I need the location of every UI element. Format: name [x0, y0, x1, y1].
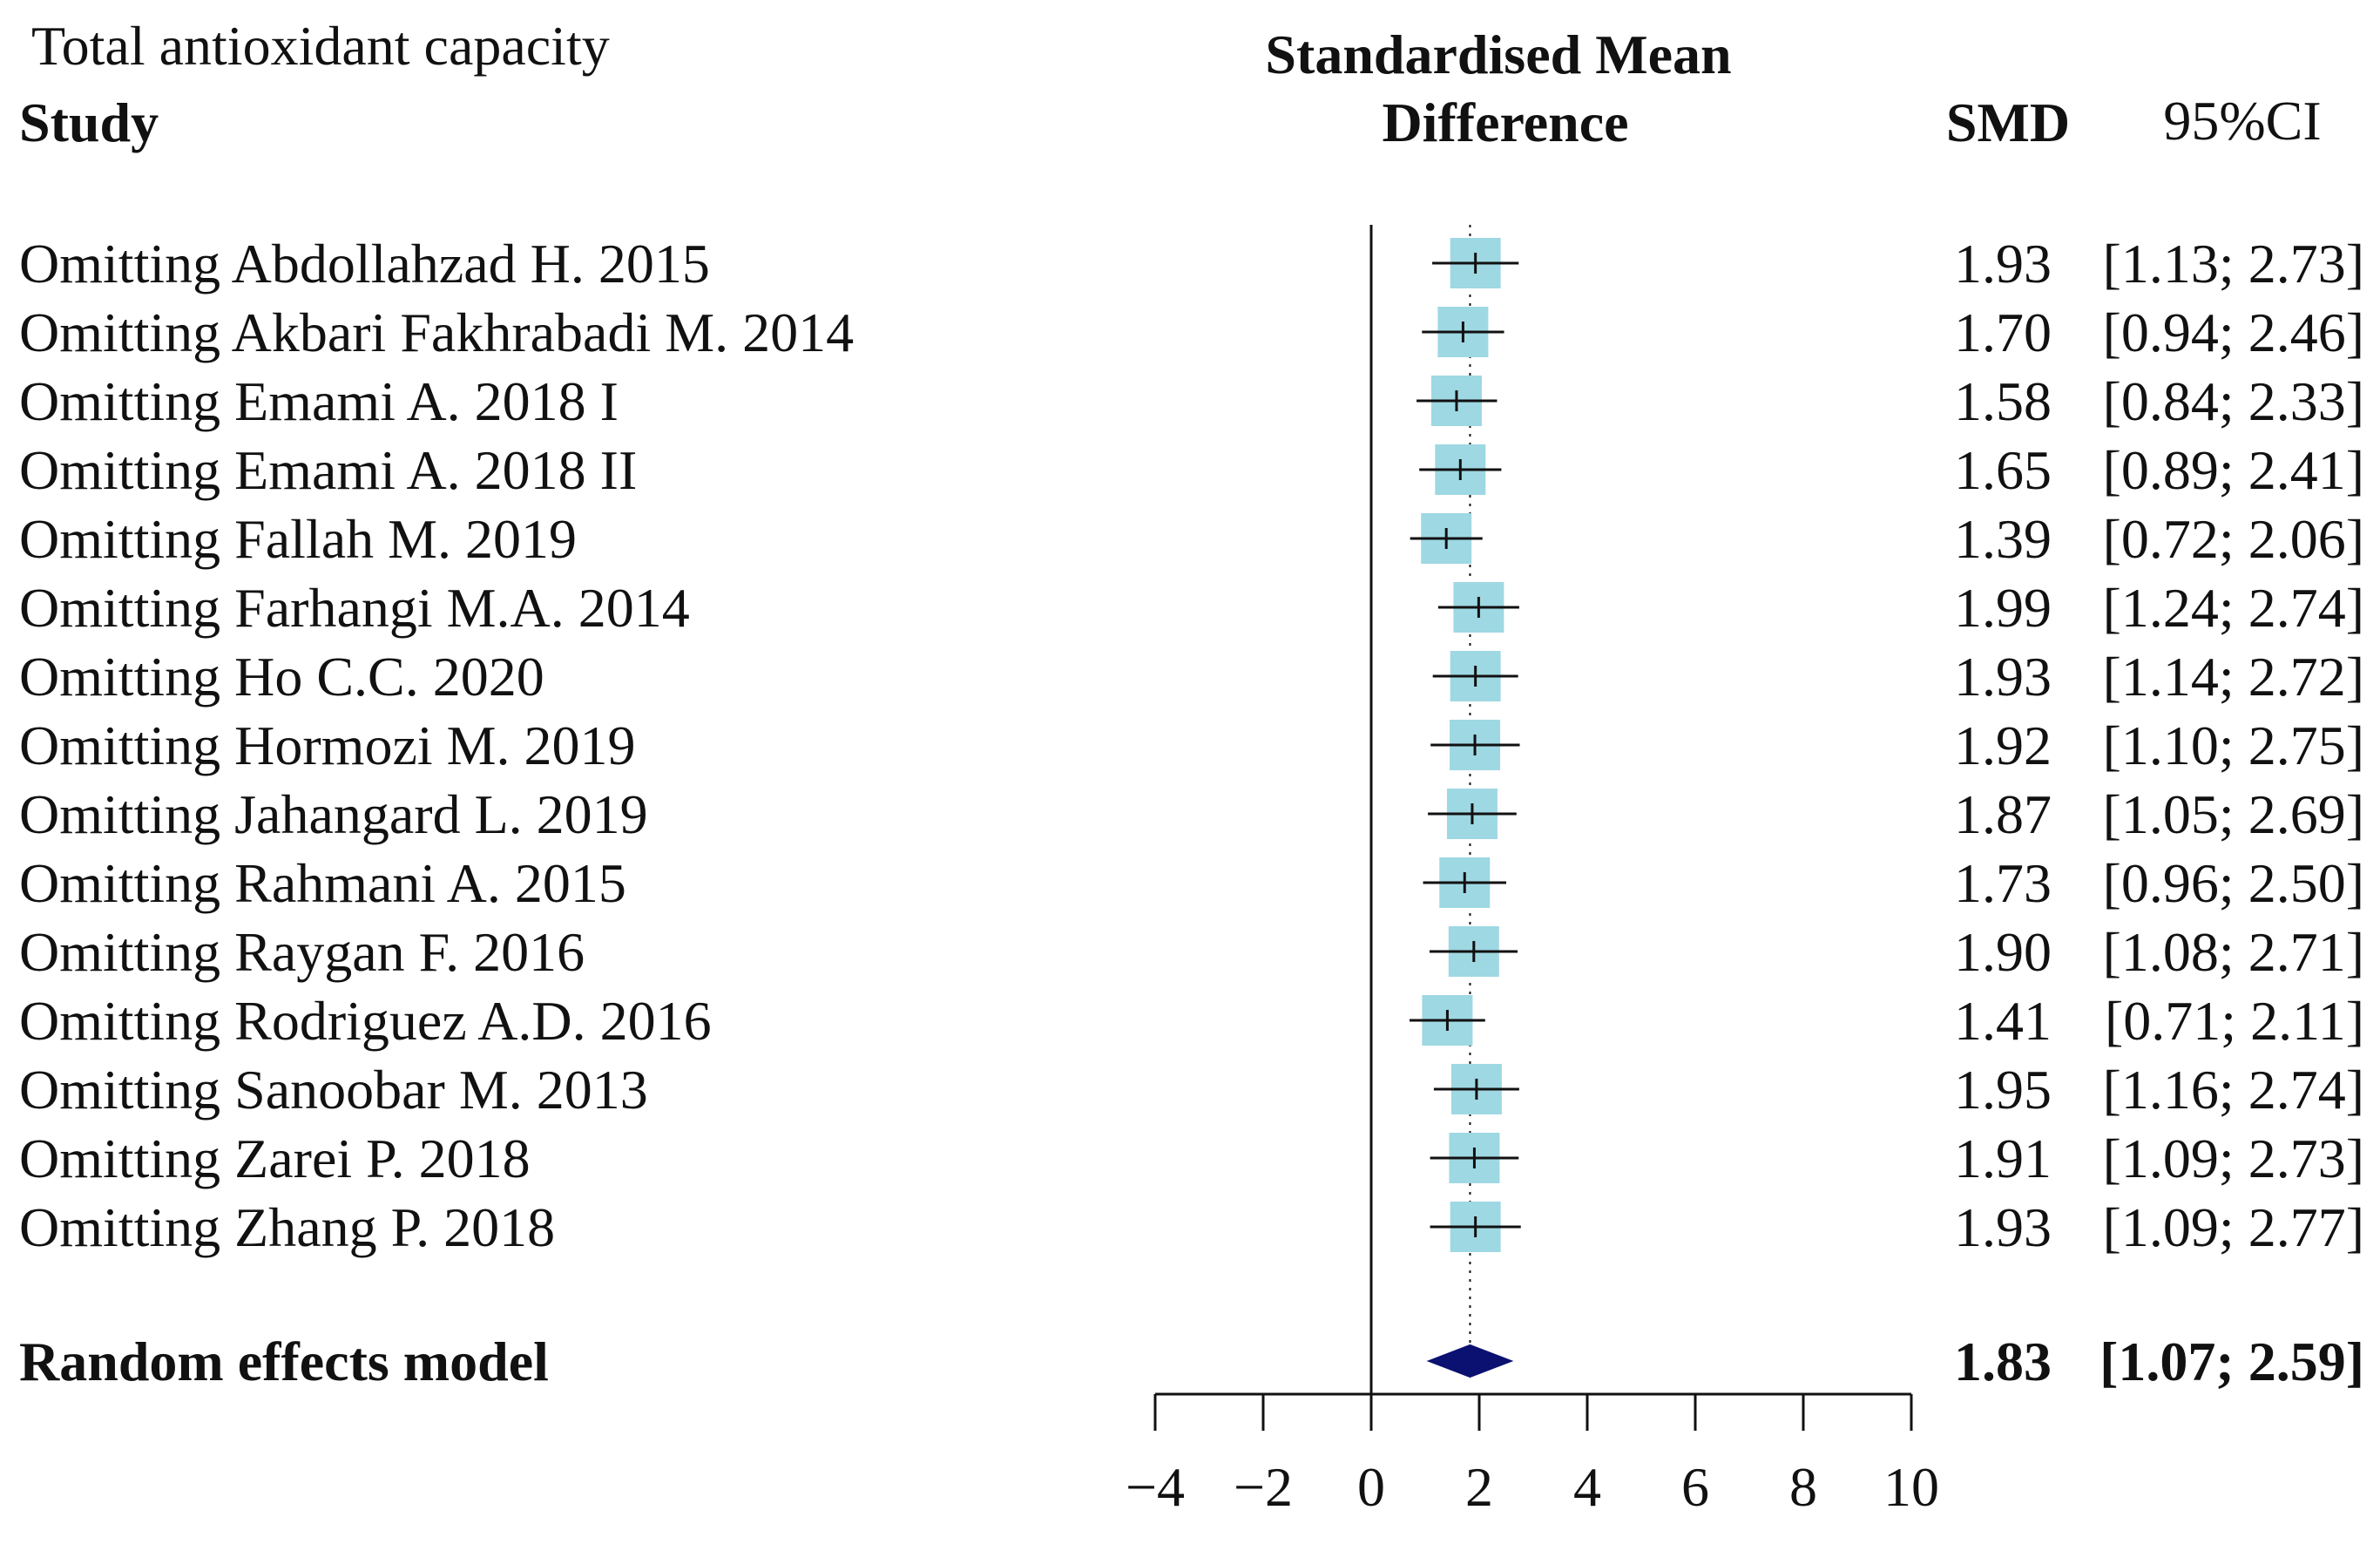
x-tick-label: 6	[1681, 1456, 1709, 1518]
study-smd-value: 1.87	[1954, 783, 2052, 845]
study-ci-value: [0.84; 2.33]	[2103, 370, 2364, 432]
smd-column-header: SMD	[1946, 91, 2070, 153]
study-ci-value: [0.96; 2.50]	[2103, 852, 2364, 914]
x-tick-label: −4	[1126, 1456, 1185, 1518]
study-smd-value: 1.73	[1954, 852, 2052, 914]
study-smd-value: 1.99	[1954, 577, 2052, 639]
study-label: Omitting Rahmani A. 2015	[19, 852, 626, 914]
study-label: Omitting Hormozi M. 2019	[19, 714, 636, 776]
x-tick-label: 10	[1883, 1456, 1939, 1518]
study-smd-value: 1.41	[1954, 990, 2052, 1052]
study-label: Omitting Raygan F. 2016	[19, 921, 585, 983]
study-row	[1417, 376, 1498, 426]
study-ci-value: [1.09; 2.77]	[2103, 1196, 2364, 1258]
study-ci-value: [1.09; 2.73]	[2103, 1128, 2364, 1189]
pooled-smd-value: 1.83	[1954, 1331, 2052, 1392]
study-smd-value: 1.70	[1954, 301, 2052, 363]
study-row	[1410, 513, 1483, 564]
x-tick-label: 4	[1573, 1456, 1601, 1518]
effect-header-line1: Standardised Mean	[1265, 24, 1731, 85]
study-smd-value: 1.90	[1954, 921, 2052, 983]
study-label: Omitting Emami A. 2018 II	[19, 439, 637, 501]
study-smd-value: 1.65	[1954, 439, 2052, 501]
study-smd-value: 1.92	[1954, 714, 2052, 776]
study-label: Omitting Sanoobar M. 2013	[19, 1059, 648, 1121]
study-label: Omitting Fallah M. 2019	[19, 508, 577, 570]
study-ci-value: [1.08; 2.71]	[2103, 921, 2364, 983]
study-column-header: Study	[19, 91, 159, 153]
study-smd-value: 1.93	[1954, 1196, 2052, 1258]
chart-subtitle: Total antioxidant capacity	[31, 15, 610, 77]
study-row	[1423, 857, 1506, 908]
study-ci-value: [1.13; 2.73]	[2103, 233, 2364, 295]
study-row	[1429, 926, 1518, 977]
x-tick-label: 8	[1789, 1456, 1817, 1518]
x-tick-label: 2	[1465, 1456, 1493, 1518]
study-row	[1433, 1064, 1519, 1114]
pooled-label: Random effects model	[19, 1331, 549, 1392]
study-label: Omitting Jahangard L. 2019	[19, 783, 648, 845]
study-ci-value: [0.72; 2.06]	[2103, 508, 2364, 570]
study-row	[1422, 307, 1504, 357]
study-ci-value: [1.24; 2.74]	[2103, 577, 2364, 639]
study-label: Omitting Abdollahzad H. 2015	[19, 233, 710, 295]
study-smd-value: 1.93	[1954, 646, 2052, 708]
study-label: Omitting Rodriguez A.D. 2016	[19, 990, 712, 1052]
study-smd-value: 1.58	[1954, 370, 2052, 432]
study-row	[1437, 582, 1519, 633]
study-smd-value: 1.93	[1954, 233, 2052, 295]
study-row	[1432, 238, 1519, 288]
study-ci-value: [0.89; 2.41]	[2103, 439, 2364, 501]
study-row	[1430, 1202, 1521, 1252]
study-label: Omitting Ho C.C. 2020	[19, 646, 544, 708]
study-smd-value: 1.91	[1954, 1128, 2052, 1189]
study-row	[1432, 651, 1518, 701]
study-label: Omitting Zhang P. 2018	[19, 1196, 555, 1258]
study-label: Omitting Emami A. 2018 I	[19, 370, 619, 432]
pooled-ci-value: [1.07; 2.59]	[2099, 1331, 2364, 1392]
x-tick-label: −2	[1234, 1456, 1293, 1518]
ci-column-header: 95%CI	[2163, 90, 2321, 152]
x-tick-label: 0	[1357, 1456, 1385, 1518]
study-label: Omitting Zarei P. 2018	[19, 1128, 531, 1189]
study-row	[1419, 444, 1502, 495]
study-row	[1410, 995, 1485, 1046]
study-ci-value: [1.16; 2.74]	[2103, 1059, 2364, 1121]
pooled-diamond	[1426, 1344, 1514, 1378]
study-ci-value: [1.14; 2.72]	[2103, 646, 2364, 708]
study-ci-value: [0.71; 2.11]	[2105, 990, 2364, 1052]
effect-header-line2: Difference	[1382, 91, 1628, 153]
study-ci-value: [1.10; 2.75]	[2103, 714, 2364, 776]
study-row	[1430, 1133, 1519, 1183]
study-row	[1428, 789, 1517, 839]
study-smd-value: 1.95	[1954, 1059, 2052, 1121]
plot-layer: Omitting Abdollahzad H. 2015 1.93 [1.13; 2…	[19, 225, 2364, 1518]
study-row	[1430, 720, 1520, 770]
study-ci-value: [0.94; 2.46]	[2103, 301, 2364, 363]
study-ci-value: [1.05; 2.69]	[2103, 783, 2364, 845]
study-label: Omitting Farhangi M.A. 2014	[19, 577, 690, 639]
study-label: Omitting Akbari Fakhrabadi M. 2014	[19, 301, 854, 363]
study-smd-value: 1.39	[1954, 508, 2052, 570]
